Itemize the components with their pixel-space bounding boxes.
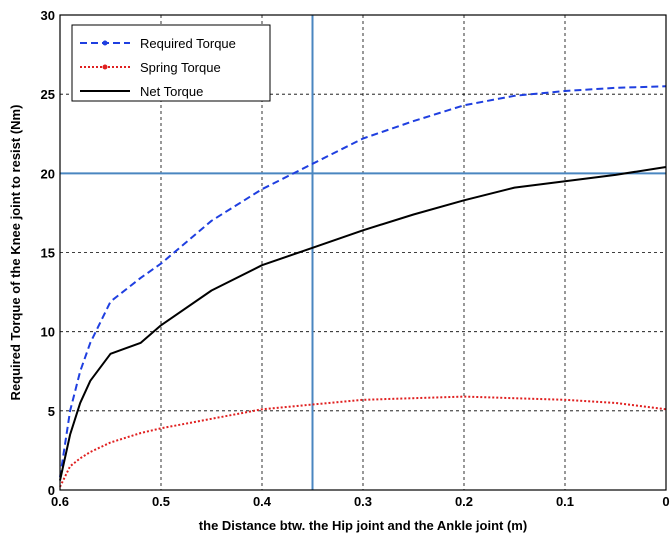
series-lines [59, 85, 667, 488]
y-tick-label: 15 [41, 246, 55, 261]
x-tick-label: 0.1 [556, 494, 574, 509]
y-tick-label: 25 [41, 87, 55, 102]
legend-label-spring-torque: Spring Torque [140, 60, 221, 75]
x-tick-label: 0 [662, 494, 669, 509]
y-tick-label: 5 [48, 404, 55, 419]
y-tick-label: 10 [41, 325, 55, 340]
x-tick-label: 0.3 [354, 494, 372, 509]
x-tick-label: 0.4 [253, 494, 272, 509]
series-line-net-torque [59, 166, 667, 481]
y-tick-label: 30 [41, 8, 55, 23]
y-tick-label: 20 [41, 166, 55, 181]
x-tick-labels: 0.6 0.5 0.4 0.3 0.2 0.1 0 [51, 494, 670, 509]
y-axis-label: Required Torque of the Knee joint to res… [8, 105, 23, 401]
x-tick-label: 0.6 [51, 494, 69, 509]
legend-box [71, 24, 271, 102]
plot-frame [59, 14, 667, 491]
legend: Required Torque Spring Torque Net Torque [71, 24, 271, 102]
legend-marker-required-torque [102, 40, 108, 46]
series-line-spring-torque [59, 395, 667, 488]
reference-lines [60, 15, 666, 490]
legend-marker-spring-torque [102, 64, 108, 70]
y-tick-labels: 0 5 10 15 20 25 30 [41, 8, 55, 498]
legend-label-net-torque: Net Torque [140, 84, 203, 99]
x-tick-label: 0.2 [455, 494, 473, 509]
legend-label-required-torque: Required Torque [140, 36, 236, 51]
x-tick-label: 0.5 [152, 494, 170, 509]
y-tick-label: 0 [48, 483, 55, 498]
series-line-required-torque [59, 85, 667, 478]
x-axis-label: the Distance btw. the Hip joint and the … [199, 518, 527, 533]
